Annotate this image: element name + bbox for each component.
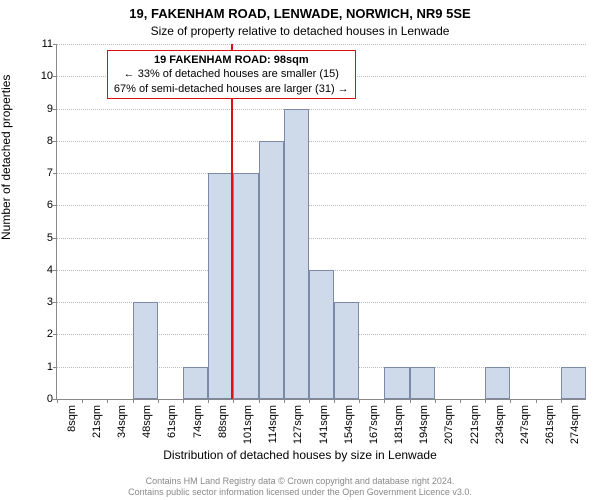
y-tick-label: 8	[47, 135, 57, 147]
x-tick-mark	[284, 399, 285, 403]
histogram-bar	[259, 141, 284, 399]
grid-line	[57, 44, 586, 45]
histogram-bar	[410, 367, 435, 399]
x-tick-mark	[561, 399, 562, 403]
histogram-bar	[233, 173, 258, 399]
histogram-bar	[561, 367, 586, 399]
page-subtitle: Size of property relative to detached ho…	[0, 24, 600, 38]
x-tick-mark	[183, 399, 184, 403]
x-tick-label: 48sqm	[141, 405, 153, 438]
x-tick-mark	[133, 399, 134, 403]
y-tick-label: 7	[47, 167, 57, 179]
x-tick-mark	[82, 399, 83, 403]
x-tick-label: 234sqm	[494, 405, 506, 444]
x-tick-label: 207sqm	[443, 405, 455, 444]
y-tick-label: 11	[42, 38, 57, 50]
grid-line	[57, 109, 586, 110]
x-tick-mark	[485, 399, 486, 403]
annotation-line-1: ← 33% of detached houses are smaller (15…	[114, 67, 349, 81]
x-tick-label: 21sqm	[91, 405, 103, 438]
x-tick-mark	[334, 399, 335, 403]
x-tick-label: 127sqm	[292, 405, 304, 444]
y-tick-label: 4	[47, 264, 57, 276]
x-tick-label: 194sqm	[418, 405, 430, 444]
x-tick-label: 61sqm	[166, 405, 178, 438]
x-tick-mark	[208, 399, 209, 403]
x-tick-label: 261sqm	[544, 405, 556, 444]
x-tick-mark	[536, 399, 537, 403]
annotation-line-0: 19 FAKENHAM ROAD: 98sqm	[114, 53, 349, 67]
x-tick-mark	[410, 399, 411, 403]
x-tick-label: 247sqm	[519, 405, 531, 444]
x-tick-mark	[359, 399, 360, 403]
footer-line-2: Contains public sector information licen…	[0, 487, 600, 498]
histogram-bar	[334, 302, 359, 399]
x-tick-mark	[435, 399, 436, 403]
y-tick-label: 0	[47, 393, 57, 405]
x-tick-mark	[460, 399, 461, 403]
y-tick-label: 3	[47, 296, 57, 308]
x-tick-label: 274sqm	[569, 405, 581, 444]
x-tick-label: 8sqm	[66, 405, 78, 432]
x-tick-mark	[510, 399, 511, 403]
grid-line	[57, 205, 586, 206]
annotation-box: 19 FAKENHAM ROAD: 98sqm ← 33% of detache…	[107, 50, 356, 99]
x-tick-label: 221sqm	[469, 405, 481, 444]
grid-line	[57, 173, 586, 174]
y-tick-label: 2	[47, 328, 57, 340]
x-tick-label: 154sqm	[343, 405, 355, 444]
y-axis-label: Number of detached properties	[0, 75, 13, 240]
histogram-plot: 19 FAKENHAM ROAD: 98sqm ← 33% of detache…	[56, 44, 586, 400]
x-tick-label: 88sqm	[217, 405, 229, 438]
x-tick-mark	[384, 399, 385, 403]
x-tick-label: 114sqm	[267, 405, 279, 443]
x-tick-label: 74sqm	[192, 405, 204, 438]
x-tick-mark	[158, 399, 159, 403]
y-tick-label: 6	[47, 199, 57, 211]
x-tick-mark	[57, 399, 58, 403]
histogram-bar	[485, 367, 510, 399]
page-root: 19, FAKENHAM ROAD, LENWADE, NORWICH, NR9…	[0, 0, 600, 500]
footer-attribution: Contains HM Land Registry data © Crown c…	[0, 476, 600, 499]
histogram-bar	[183, 367, 208, 399]
histogram-bar	[133, 302, 158, 399]
x-tick-label: 141sqm	[318, 405, 330, 444]
y-tick-label: 1	[47, 361, 57, 373]
y-tick-label: 10	[41, 70, 57, 82]
x-tick-label: 34sqm	[116, 405, 128, 438]
y-tick-label: 9	[47, 103, 57, 115]
x-axis-label: Distribution of detached houses by size …	[0, 448, 600, 462]
x-tick-label: 101sqm	[242, 405, 254, 444]
x-tick-mark	[107, 399, 108, 403]
grid-line	[57, 141, 586, 142]
histogram-bar	[309, 270, 334, 399]
footer-line-1: Contains HM Land Registry data © Crown c…	[0, 476, 600, 487]
histogram-bar	[208, 173, 233, 399]
x-tick-label: 167sqm	[368, 405, 380, 444]
histogram-bar	[284, 109, 309, 399]
grid-line	[57, 238, 586, 239]
y-tick-label: 5	[47, 232, 57, 244]
x-tick-label: 181sqm	[393, 405, 405, 444]
histogram-bar	[384, 367, 409, 399]
x-tick-mark	[309, 399, 310, 403]
annotation-line-2: 67% of semi-detached houses are larger (…	[114, 82, 349, 96]
x-tick-mark	[259, 399, 260, 403]
page-title: 19, FAKENHAM ROAD, LENWADE, NORWICH, NR9…	[0, 6, 600, 21]
x-tick-mark	[233, 399, 234, 403]
